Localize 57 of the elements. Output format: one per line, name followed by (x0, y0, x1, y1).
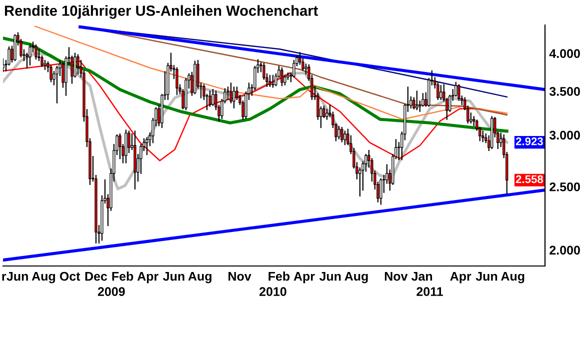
x-tick-label: Jun (163, 272, 184, 281)
candlestick (454, 82, 458, 97)
candlestick (50, 65, 52, 82)
x-tick-label: Jun (6, 272, 28, 281)
candlestick (344, 130, 346, 146)
y-tick-label: 3.000 (549, 130, 580, 140)
x-tick-label: Jun (476, 272, 498, 281)
candlestick (440, 85, 442, 100)
candlestick (208, 90, 212, 107)
x-tick-label: Aug (188, 272, 212, 284)
x-tick-label: Oct (60, 272, 80, 281)
candlestick (340, 126, 344, 142)
x2-tick-label: 2011 (416, 287, 443, 296)
annotation: 2.558 (516, 175, 544, 184)
candlestick (176, 67, 178, 96)
y-tick-label: 4.000 (549, 49, 580, 58)
x-tick-label: Dec (85, 272, 108, 281)
candlestick (124, 130, 128, 164)
y-tick-label: 2.000 (550, 246, 580, 255)
x-tick-label: Aug (501, 272, 524, 284)
candlestick (232, 86, 236, 108)
x-tick-label: Apr (137, 272, 158, 284)
candlestick (118, 133, 122, 160)
candlestick (380, 178, 382, 205)
x-tick-label: r (2, 274, 6, 281)
x-tick-label: Aug (32, 272, 56, 284)
x-tick-label: Aug (344, 272, 368, 284)
x-tick-label: Apr (450, 272, 472, 284)
y-tick-label: 3.500 (549, 87, 580, 96)
candlestick (326, 109, 328, 120)
x-tick-label: Jun (319, 272, 341, 281)
candlestick (128, 130, 130, 154)
x-tick-label: Feb (112, 272, 134, 281)
x2-tick-label: 2009 (98, 287, 125, 296)
x-tick-label: Jan (411, 272, 432, 281)
candlestick (280, 67, 284, 86)
candlestick (458, 84, 460, 101)
candlestick (230, 82, 232, 104)
candlestick (34, 44, 38, 60)
candlestick (322, 106, 326, 118)
candlestick (28, 44, 32, 66)
candlestick (212, 89, 214, 106)
x-tick-label: Feb (268, 272, 290, 281)
candlestick (470, 112, 472, 124)
x-tick-label: Nov (228, 272, 252, 281)
x-tick-label: Nov (384, 272, 408, 281)
annotation: 2.923 (516, 137, 543, 146)
chart-title: Rendite 10jähriger US-Anleihen Wochenchart (4, 5, 318, 19)
x2-tick-label: 2010 (259, 287, 286, 296)
y-tick-label: 2.500 (550, 182, 580, 192)
candlestick (268, 74, 272, 87)
candlestick (482, 130, 484, 142)
candlestick (338, 126, 340, 140)
candlestick (292, 60, 296, 78)
candlestick (272, 74, 274, 88)
candlestick (226, 86, 230, 100)
x-tick-label: Apr (294, 272, 315, 284)
